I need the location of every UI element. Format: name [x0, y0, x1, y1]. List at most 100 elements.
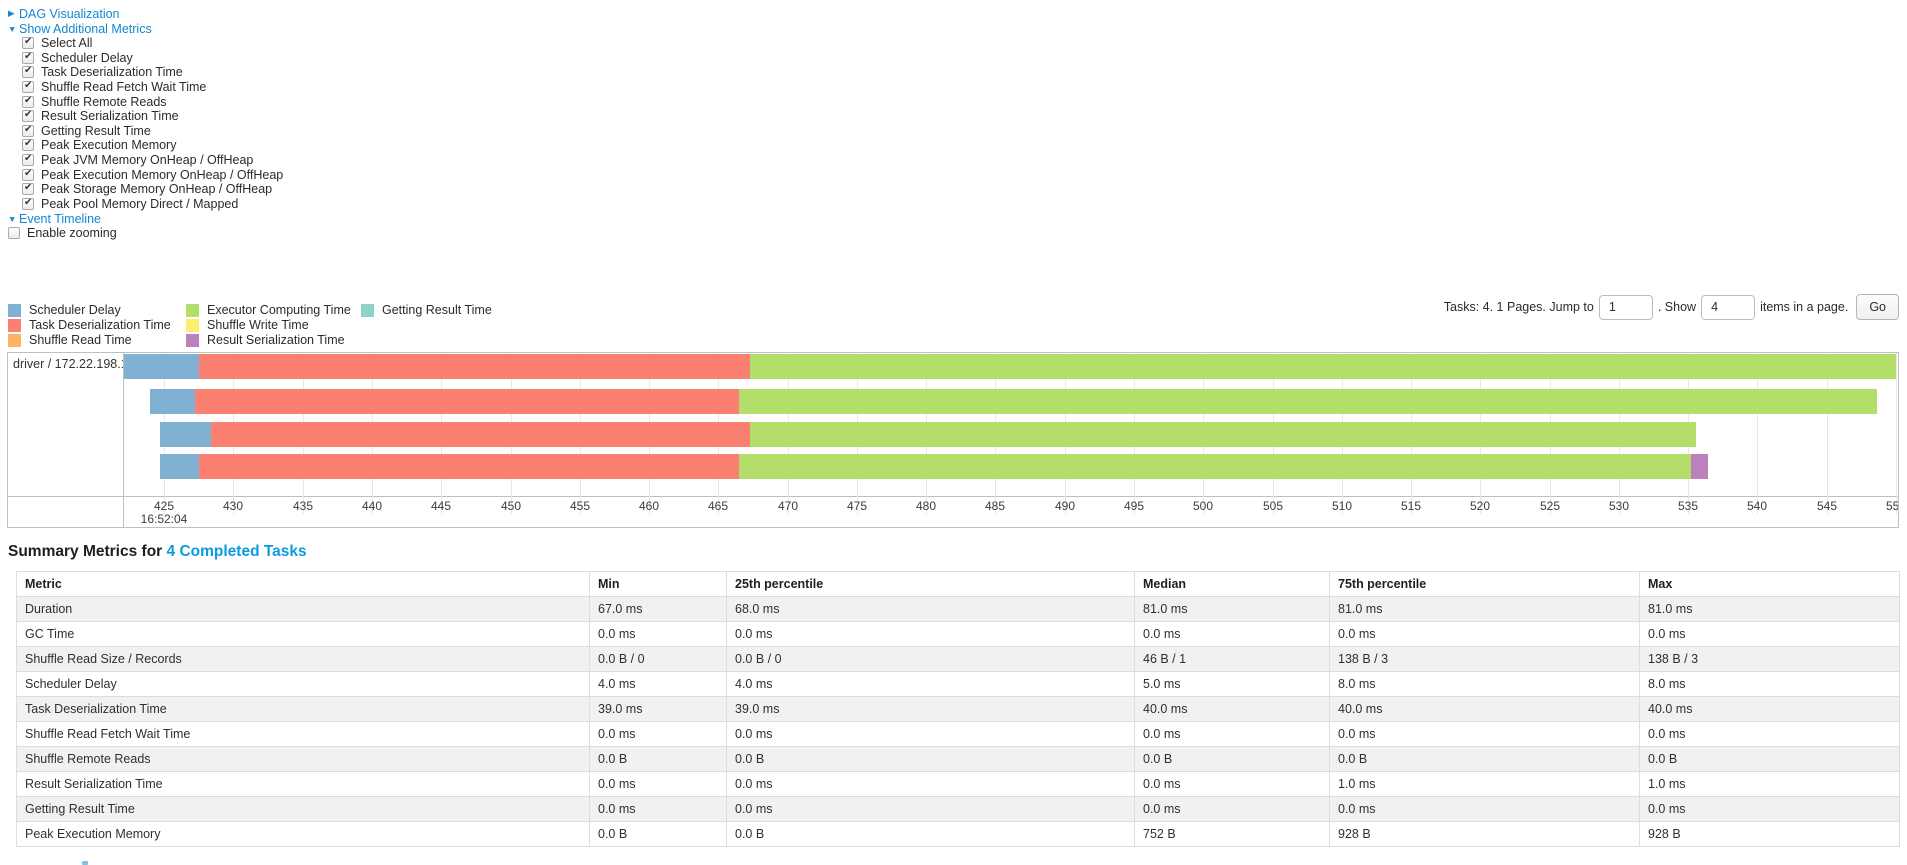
checkbox-peak-execution-memory[interactable]: [22, 138, 34, 152]
task-segment-scheduler-delay[interactable]: [124, 354, 199, 379]
collapsed-arrow-icon: ▶: [8, 8, 15, 18]
axis-tick-label: 425: [153, 499, 175, 513]
checkbox-label: Peak Execution Memory OnHeap / OffHeap: [41, 167, 284, 182]
task-segment-task-deserialization[interactable]: [198, 454, 740, 479]
table-row-shuffle-read-fetch-wait-time: Shuffle Read Fetch Wait Time 0.0 ms 0.0 ms…: [16, 721, 1900, 747]
go-button[interactable]: Go: [1856, 294, 1899, 320]
summary-metrics-table: Metric Min 25th percentile Median 75th perce…: [16, 571, 1900, 847]
axis-tick-label: 445: [430, 499, 452, 513]
legend-item-result-serialization-time: Result Serialization Time: [186, 333, 345, 347]
axis-tick-label: 510: [1331, 499, 1353, 513]
metric-value-cell: 0.0 ms: [1134, 621, 1330, 647]
table-row-shuffle-read-size-records: Shuffle Read Size / Records 0.0 B / 0 0.0 …: [16, 646, 1900, 672]
metric-name-cell: Shuffle Read Fetch Wait Time: [16, 721, 590, 747]
task-segment-task-deserialization[interactable]: [198, 354, 751, 379]
legend-item-scheduler-delay: Scheduler Delay: [8, 303, 121, 317]
checkbox-scheduler-delay[interactable]: [22, 51, 34, 64]
axis-tick-label: 505: [1262, 499, 1284, 513]
checkbox-peak-execution-memory-onheap-offheap[interactable]: [22, 168, 34, 181]
checkbox-label: Getting Result Time: [41, 123, 151, 138]
metric-value-cell: 0.0 B: [1329, 746, 1640, 772]
metric-value-cell: 0.0 B: [726, 746, 1135, 772]
expanded-arrow-icon: ▼: [8, 23, 17, 34]
legend-swatch-result-serialization-time: [186, 333, 199, 347]
task-segment-task-deserialization[interactable]: [194, 389, 740, 414]
axis-tick-label: 480: [915, 499, 937, 513]
checkbox-shuffle-read-fetch-wait-time[interactable]: [22, 80, 34, 94]
checkbox-peak-pool-memory-direct-mapped[interactable]: [22, 197, 34, 210]
pagination-suffix-text: items in a page.: [1760, 300, 1849, 314]
timeline-task-row: [8, 454, 1898, 479]
axis-tick-label: 525: [1539, 499, 1561, 513]
axis-tick-label: 430: [222, 499, 244, 513]
checkbox-getting-result-time[interactable]: [22, 124, 34, 137]
task-segment-executor-computing[interactable]: [739, 389, 1877, 414]
metric-value-cell: 0.0 B: [726, 821, 1135, 847]
checkbox-select-all[interactable]: [22, 36, 34, 50]
metric-name-cell: Result Serialization Time: [16, 771, 590, 797]
task-segment-task-deserialization[interactable]: [211, 422, 751, 447]
task-segment-executor-computing[interactable]: [750, 422, 1697, 447]
table-row-peak-execution-memory: Peak Execution Memory 0.0 B 0.0 B 752 B 928 …: [16, 821, 1900, 847]
metric-name-cell: Shuffle Read Size / Records: [16, 646, 590, 672]
checkbox-shuffle-remote-reads[interactable]: [22, 95, 34, 108]
checkbox-result-serialization-time[interactable]: [22, 109, 34, 123]
metric-value-cell: 46 B / 1: [1134, 646, 1330, 672]
task-segment-result-serialization[interactable]: [1691, 454, 1708, 479]
metric-value-cell: 1.0 ms: [1329, 771, 1640, 797]
metric-value-cell: 81.0 ms: [1329, 596, 1640, 622]
checkbox-task-deserialization-time[interactable]: [22, 65, 34, 79]
timeline-task-row: [8, 422, 1898, 447]
metric-name-cell: GC Time: [16, 621, 590, 647]
metric-name-cell: Scheduler Delay: [16, 671, 590, 697]
metric-value-cell: 0.0 ms: [726, 771, 1135, 797]
task-segment-scheduler-delay[interactable]: [150, 389, 195, 414]
checkbox-label: Select All: [41, 36, 93, 51]
task-segment-executor-computing[interactable]: [750, 354, 1896, 379]
column-header-75th-percentile: 75th percentile: [1329, 571, 1640, 597]
metric-value-cell: 0.0 B / 0: [726, 646, 1135, 672]
metric-value-cell: 39.0 ms: [589, 696, 727, 722]
legend-label: Shuffle Read Time: [29, 333, 132, 347]
checkbox-item-getting-result-time: Getting Result Time: [8, 124, 283, 139]
metric-value-cell: 68.0 ms: [726, 596, 1135, 622]
legend-swatch-executor-computing-time: [186, 303, 199, 317]
metric-value-cell: 0.0 ms: [726, 621, 1135, 647]
table-row-result-serialization-time: Result Serialization Time 0.0 ms 0.0 ms 0.0…: [16, 771, 1900, 797]
metric-value-cell: 0.0 ms: [1329, 796, 1640, 822]
show-additional-metrics-toggle[interactable]: ▼ Show Additional Metrics: [8, 21, 283, 36]
axis-tick-label: 490: [1054, 499, 1076, 513]
enable-zooming-checkbox[interactable]: [8, 227, 20, 240]
completed-tasks-link[interactable]: 4 Completed Tasks: [166, 543, 307, 560]
checkbox-peak-jvm-memory-onheap-offheap[interactable]: [22, 153, 34, 167]
checkbox-label: Peak Storage Memory OnHeap / OffHeap: [41, 182, 273, 197]
metric-value-cell: 40.0 ms: [1134, 696, 1330, 722]
task-segment-scheduler-delay[interactable]: [160, 422, 212, 447]
metric-value-cell: 0.0 B: [1639, 746, 1900, 772]
legend-label: Result Serialization Time: [207, 333, 345, 347]
metric-value-cell: 0.0 ms: [1639, 621, 1900, 647]
legend-label: Getting Result Time: [382, 303, 492, 317]
show-items-input[interactable]: [1701, 294, 1756, 320]
legend-swatch-shuffle-write-time: [186, 318, 199, 332]
column-header-min: Min: [589, 571, 727, 597]
event-timeline-toggle[interactable]: ▼ Event Timeline: [8, 211, 283, 226]
axis-tick-label: 435: [292, 499, 314, 513]
metric-value-cell: 0.0 ms: [1134, 721, 1330, 747]
timeline-task-row: [8, 389, 1898, 414]
metric-value-cell: 0.0 ms: [1329, 621, 1640, 647]
gridline: [1896, 353, 1897, 514]
table-row-getting-result-time: Getting Result Time 0.0 ms 0.0 ms 0.0 ms 0.0…: [16, 796, 1900, 822]
axis-tick-label: 550: [1885, 499, 1899, 513]
checkbox-peak-storage-memory-onheap-offheap[interactable]: [22, 182, 34, 196]
metric-value-cell: 0.0 ms: [589, 771, 727, 797]
task-segment-scheduler-delay[interactable]: [160, 454, 199, 479]
jump-to-page-input[interactable]: [1598, 294, 1653, 320]
dag-visualization-toggle[interactable]: ▶ DAG Visualization: [8, 6, 283, 21]
axis-tick-label: 495: [1123, 499, 1145, 513]
task-segment-executor-computing[interactable]: [739, 454, 1691, 479]
metric-value-cell: 0.0 ms: [1329, 721, 1640, 747]
checkbox-item-peak-pool-memory-direct-mapped: Peak Pool Memory Direct / Mapped: [8, 197, 283, 212]
metric-value-cell: 39.0 ms: [726, 696, 1135, 722]
metric-name-cell: Peak Execution Memory: [16, 821, 590, 847]
